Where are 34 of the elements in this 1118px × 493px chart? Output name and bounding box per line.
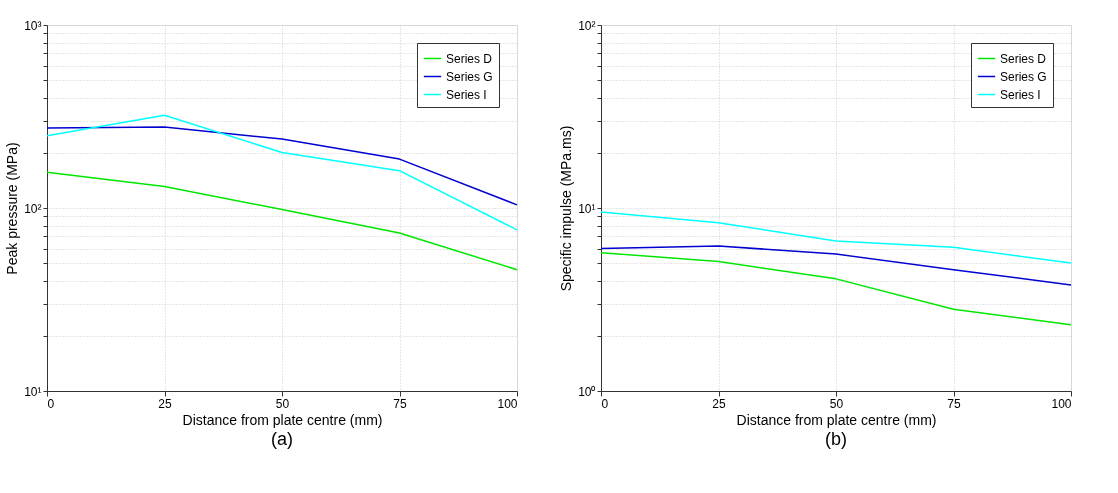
x-axis-title: Distance from plate centre (mm) (182, 411, 383, 428)
x-tick-label: 100 (1051, 396, 1072, 411)
line-series (600, 251, 1072, 326)
x-tick-label: 75 (393, 396, 407, 411)
legend-label: Series G (446, 69, 493, 84)
legend-label: Series D (446, 51, 493, 66)
legend-label: Series D (1000, 51, 1047, 66)
y-tick-label: 10² (578, 18, 596, 33)
legend-label: Series I (446, 87, 487, 102)
x-tick-label: 25 (158, 396, 172, 411)
line-series (600, 211, 1072, 264)
x-tick-label: 50 (829, 396, 844, 411)
line-series (46, 171, 518, 271)
legend-label: Series G (1000, 69, 1047, 84)
x-tick-label: 75 (947, 396, 961, 411)
y-axis-title: Specific impulse (MPa.ms) (558, 125, 575, 292)
x-tick-label: 50 (275, 396, 290, 411)
y-axis-title: Peak pressure (MPa) (4, 142, 21, 275)
line-series (600, 245, 1072, 286)
x-axis-title: Distance from plate centre (mm) (736, 411, 937, 428)
y-tick-label: 10⁰ (578, 384, 596, 399)
x-tick-label: 25 (712, 396, 726, 411)
x-tick-label: 0 (47, 396, 55, 411)
y-tick-label: 10² (24, 201, 42, 216)
y-tick-label: 10¹ (578, 201, 596, 216)
line-series (46, 114, 518, 231)
y-tick-label: 10³ (24, 18, 42, 33)
text: (b) (825, 429, 847, 449)
line-series (46, 126, 518, 206)
text: (a) (271, 429, 293, 449)
x-tick-label: 100 (497, 396, 518, 411)
x-tick-label: 0 (601, 396, 609, 411)
y-tick-label: 10¹ (24, 384, 42, 399)
legend-label: Series I (1000, 87, 1041, 102)
